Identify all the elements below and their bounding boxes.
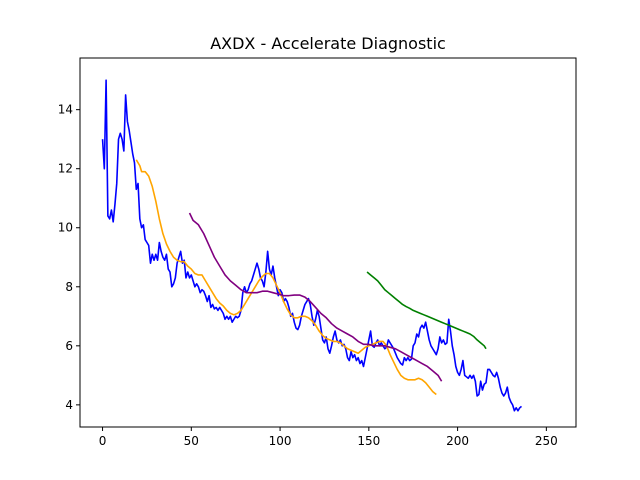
x-tick-label: 200 xyxy=(446,434,469,448)
y-tick-label: 6 xyxy=(65,339,73,353)
x-tick-label: 150 xyxy=(357,434,380,448)
series-line-3 xyxy=(366,271,487,350)
y-tick-label: 14 xyxy=(58,103,73,117)
series-line-2 xyxy=(188,212,443,382)
axes-frame xyxy=(79,57,577,428)
x-tick-label: 250 xyxy=(535,434,558,448)
chart-title: AXDX - Accelerate Diagnostic xyxy=(210,34,446,53)
y-tick-label: 12 xyxy=(58,162,73,176)
series-line-0 xyxy=(101,79,523,412)
y-tick-label: 4 xyxy=(65,398,73,412)
x-tick-label: 50 xyxy=(184,434,199,448)
axes: 0 50 100 150 200 250 4 6 8 10 12 14 xyxy=(58,57,577,448)
plot-area xyxy=(101,79,523,412)
x-tick-label: 100 xyxy=(269,434,292,448)
y-tick-label: 10 xyxy=(58,221,73,235)
series-line-1 xyxy=(135,159,437,396)
y-tick-label: 8 xyxy=(65,280,73,294)
x-tick-label: 0 xyxy=(99,434,107,448)
